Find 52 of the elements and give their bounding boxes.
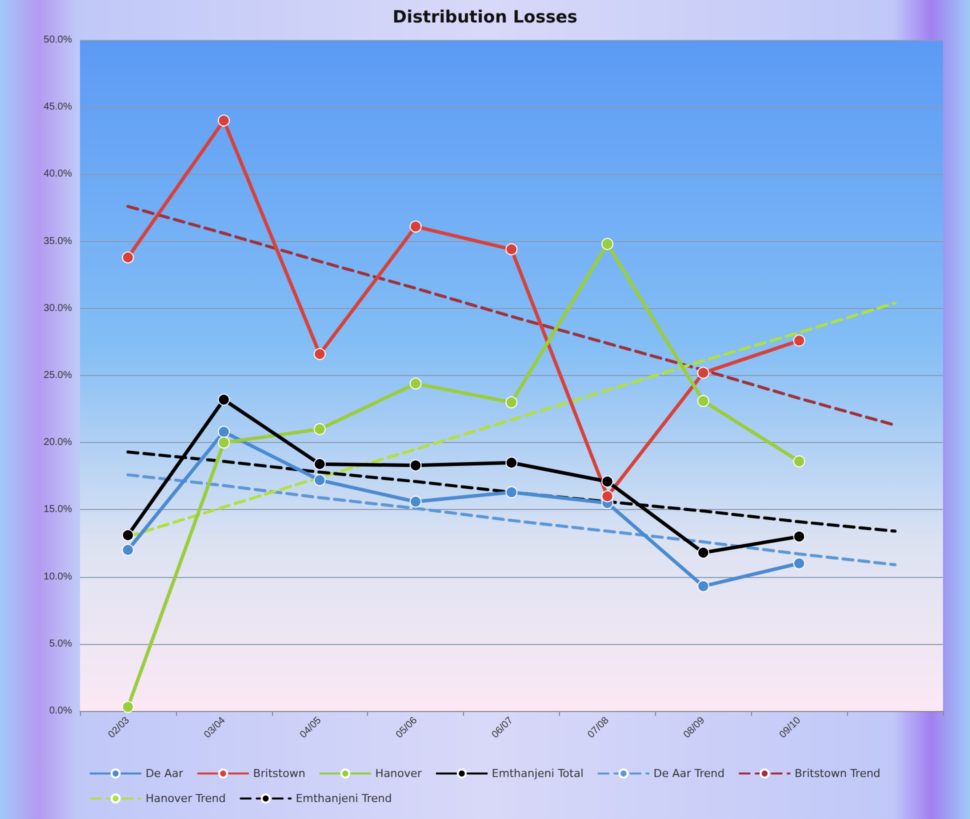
point: [410, 459, 422, 472]
point: [601, 476, 614, 488]
point: [506, 456, 518, 469]
y-tick-label: 40.0%: [44, 168, 72, 180]
y-tick-label: 10.0%: [44, 571, 72, 582]
y-tick-label: 5.0%: [49, 638, 72, 650]
point: [314, 423, 326, 436]
chart-title: Distribution Losses: [392, 8, 578, 28]
y-tick-label: 20.0%: [44, 437, 72, 448]
legend-label: Emthanjeni Trend: [296, 792, 392, 805]
line-series: [126, 473, 897, 566]
point: [506, 486, 518, 498]
point: [697, 580, 710, 592]
point: [601, 238, 614, 250]
point: [218, 114, 230, 127]
point: [793, 530, 806, 543]
legend-label: Britstown: [253, 767, 306, 780]
point: [314, 458, 326, 470]
point: [218, 436, 230, 449]
point: [793, 334, 806, 347]
legend-label: Hanover: [375, 767, 422, 780]
legend-label: Britstown Trend: [794, 767, 880, 780]
point: [122, 544, 134, 556]
point: [793, 557, 806, 570]
legend-label: De Aar Trend: [654, 767, 725, 780]
point: [506, 396, 518, 408]
point: [314, 348, 326, 360]
point: [697, 395, 710, 407]
y-tick-label: 35.0%: [44, 236, 72, 247]
point: [506, 243, 518, 256]
point: [218, 394, 230, 406]
legend-label: Hanover Trend: [146, 792, 226, 805]
point: [410, 378, 422, 390]
point: [793, 455, 806, 468]
point: [122, 529, 134, 542]
y-tick-label: 0.0%: [49, 706, 72, 716]
y-tick-label: 15.0%: [44, 504, 72, 516]
legend-label: De Aar: [146, 767, 184, 780]
point: [601, 490, 614, 502]
point: [314, 474, 326, 486]
point: [697, 546, 710, 559]
point: [697, 366, 710, 379]
point: [122, 251, 134, 264]
y-tick-label: 50.0%: [44, 34, 72, 46]
point: [218, 426, 230, 438]
point: [410, 220, 422, 233]
point: [410, 496, 422, 508]
y-tick-label: 30.0%: [44, 302, 72, 314]
legend-label: Emthanjeni Total: [492, 767, 584, 780]
y-tick-label: 25.0%: [44, 370, 72, 381]
y-tick-label: 45.0%: [44, 102, 72, 113]
point: [122, 700, 134, 713]
